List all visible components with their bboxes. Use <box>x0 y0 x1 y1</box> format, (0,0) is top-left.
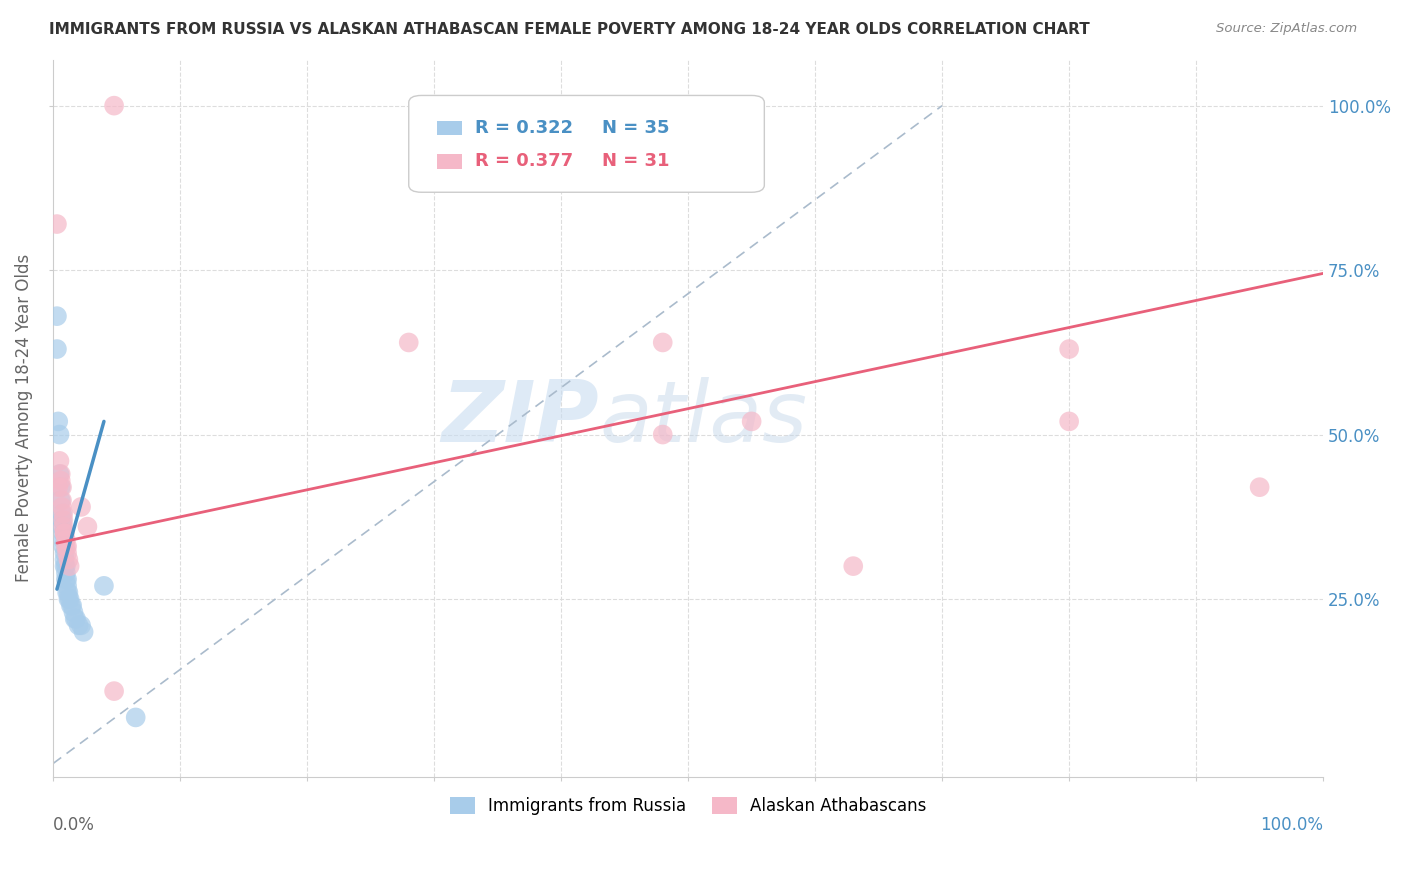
Point <box>58 592 80 607</box>
Point <box>53 546 76 560</box>
Text: 100.0%: 100.0% <box>1260 816 1323 834</box>
Text: R = 0.377: R = 0.377 <box>475 153 572 170</box>
Point <box>49 474 72 488</box>
Point <box>46 217 69 231</box>
Point <box>741 414 763 428</box>
Point <box>56 540 79 554</box>
Point <box>65 612 87 626</box>
Point <box>62 605 84 619</box>
Point <box>52 507 75 521</box>
Point <box>55 572 77 586</box>
Point <box>103 98 125 112</box>
Text: IMMIGRANTS FROM RUSSIA VS ALASKAN ATHABASCAN FEMALE POVERTY AMONG 18-24 YEAR OLD: IMMIGRANTS FROM RUSSIA VS ALASKAN ATHABA… <box>49 22 1090 37</box>
Point <box>51 507 73 521</box>
Point <box>1057 342 1080 356</box>
Point <box>398 335 420 350</box>
Point <box>55 566 77 580</box>
Point <box>59 599 82 613</box>
Point <box>60 599 83 613</box>
Point <box>70 618 93 632</box>
Point <box>51 500 73 514</box>
Point <box>55 559 77 574</box>
Point <box>48 427 70 442</box>
Point <box>51 480 73 494</box>
Point <box>651 335 673 350</box>
Point <box>70 500 93 514</box>
FancyBboxPatch shape <box>437 154 463 169</box>
Point <box>51 519 73 533</box>
Point <box>49 480 72 494</box>
Point <box>56 572 79 586</box>
Point <box>63 612 86 626</box>
Point <box>56 579 79 593</box>
Point <box>51 513 73 527</box>
Point <box>842 559 865 574</box>
Point <box>651 427 673 442</box>
Point <box>93 579 115 593</box>
Point <box>103 684 125 698</box>
Point <box>48 454 70 468</box>
Point <box>1249 480 1271 494</box>
Point <box>125 710 148 724</box>
Point <box>76 519 98 533</box>
Point <box>67 618 90 632</box>
Point <box>59 592 82 607</box>
Text: N = 31: N = 31 <box>602 153 669 170</box>
Text: atlas: atlas <box>599 376 807 459</box>
Text: ZIP: ZIP <box>441 376 599 459</box>
Point <box>49 493 72 508</box>
FancyBboxPatch shape <box>437 120 463 135</box>
Point <box>56 585 79 599</box>
Point <box>52 526 75 541</box>
FancyBboxPatch shape <box>409 95 765 193</box>
Point <box>55 533 77 547</box>
Point <box>46 342 69 356</box>
Point <box>53 526 76 541</box>
Point <box>53 526 76 541</box>
Point <box>53 559 76 574</box>
Point <box>48 467 70 481</box>
Point <box>58 585 80 599</box>
Text: 0.0%: 0.0% <box>53 816 96 834</box>
Point <box>56 546 79 560</box>
Point <box>1057 414 1080 428</box>
Point <box>59 559 82 574</box>
Point <box>46 414 69 428</box>
Point <box>52 513 75 527</box>
Point <box>52 533 75 547</box>
Point <box>52 519 75 533</box>
Point <box>53 552 76 566</box>
Point <box>72 624 94 639</box>
Text: N = 35: N = 35 <box>602 119 669 136</box>
Point <box>55 540 77 554</box>
Point <box>49 467 72 481</box>
Point <box>46 309 69 323</box>
Y-axis label: Female Poverty Among 18-24 Year Olds: Female Poverty Among 18-24 Year Olds <box>15 254 32 582</box>
Point <box>52 540 75 554</box>
Text: Source: ZipAtlas.com: Source: ZipAtlas.com <box>1216 22 1357 36</box>
Point <box>51 493 73 508</box>
Legend: Immigrants from Russia, Alaskan Athabascans: Immigrants from Russia, Alaskan Athabasc… <box>443 790 934 822</box>
Text: R = 0.322: R = 0.322 <box>475 119 572 136</box>
Point <box>46 480 69 494</box>
Point <box>58 552 80 566</box>
